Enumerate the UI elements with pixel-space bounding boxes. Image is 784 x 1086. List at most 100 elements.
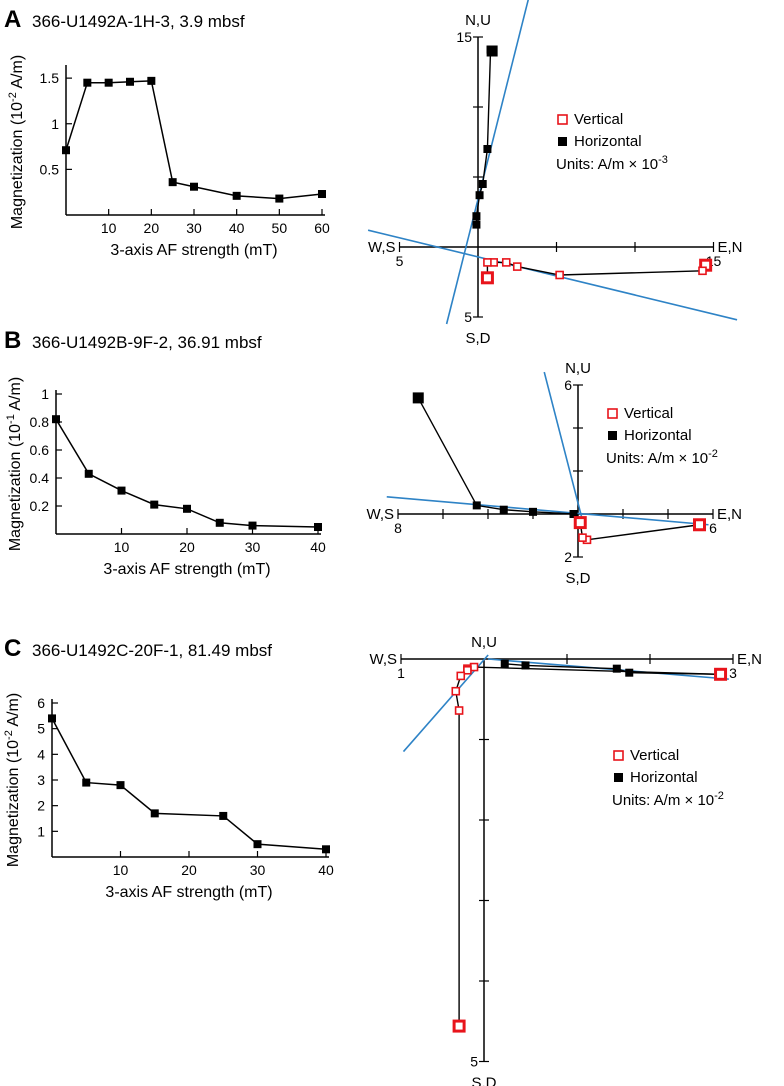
legend-vertical-label: Vertical [624, 405, 673, 422]
west-label: W,S [368, 239, 396, 256]
horizontal-point [569, 510, 578, 518]
magnetization-point [190, 182, 198, 191]
vertical-path [455, 666, 721, 1027]
x-axis-label: 3-axis AF strength (mT) [105, 884, 272, 901]
north-tick-label: 6 [564, 377, 572, 393]
y-axis-label-pre: Magnetization (10 [9, 102, 26, 229]
x-tick-label: 20 [144, 220, 160, 236]
north-label: N,U [471, 634, 497, 651]
legend-vertical-marker [613, 750, 624, 761]
magnetization-point [275, 194, 284, 203]
legend-units-exp: -3 [658, 154, 668, 166]
vertical-point [512, 262, 522, 271]
horizontal-point [478, 180, 487, 188]
y-axis-label-pre: Magnetization (10 [5, 740, 22, 867]
vertical-point [480, 271, 494, 285]
magnetization-point [116, 781, 125, 790]
magnetization-point [62, 146, 70, 155]
magnetization-point [48, 714, 56, 723]
magnetization-point [52, 415, 60, 424]
fit-line [386, 496, 709, 526]
magnetization-point [104, 78, 113, 87]
x-tick-label: 60 [314, 220, 330, 236]
y-tick-label: 1 [51, 116, 59, 132]
magnetization-point [83, 78, 92, 87]
magnetization-point [318, 190, 326, 199]
legend-vertical-marker [607, 408, 618, 419]
south-tick-label: 2 [564, 549, 572, 565]
magnetization-point [322, 845, 330, 854]
panel-title: 366-U1492A-1H-3, 3.9 mbsf [32, 12, 245, 31]
x-axis-label: 3-axis AF strength (mT) [110, 242, 277, 259]
magnetization-point [147, 76, 156, 85]
legend-vertical-marker [557, 114, 568, 125]
north-label: N,U [465, 12, 491, 29]
east-label: E,N [718, 239, 743, 256]
south-label: S,D [465, 330, 490, 347]
vertical-point [454, 706, 464, 715]
x-tick-label: 20 [181, 862, 197, 878]
y-tick-label: 0.8 [30, 414, 50, 430]
y-tick-label: 0.2 [30, 498, 50, 514]
legend-horizontal-label: Horizontal [574, 133, 642, 150]
vertical-point [456, 671, 466, 681]
vertical-point [451, 686, 461, 696]
x-axis-label: 3-axis AF strength (mT) [103, 561, 270, 578]
magnetization-line [51, 718, 327, 851]
panel-c: C 366-U1492C-20F-1, 81.49 mbsf 10 20 30 40 1 2 3… [3, 634, 762, 1086]
horizontal-point [483, 145, 492, 153]
magnetization-point [168, 178, 177, 187]
horizontal-point [472, 220, 481, 229]
x-tick-label: 10 [113, 862, 129, 878]
vertical-path [579, 522, 700, 541]
legend: Vertical Horizontal Units: A/m × 10-2 [606, 405, 718, 467]
legend-units-pre: Units: A/m × 10 [606, 450, 708, 467]
x-tick-label: 20 [179, 539, 195, 555]
y-tick-label: 3 [37, 772, 45, 788]
vertical-point [578, 533, 587, 542]
west-label: W,S [366, 506, 394, 523]
y-axis-label: Magnetization (10-1 A/m) [5, 377, 24, 551]
x-tick-label: 40 [310, 539, 326, 555]
demag-plot: 10 20 30 40 50 60 0.5 1 1.5 3-axis AF strength (m… [7, 55, 330, 259]
legend-horizontal-marker [558, 137, 567, 146]
north-tick-label: 15 [456, 29, 472, 45]
legend-units-exp: -2 [708, 448, 718, 460]
panel-title: 366-U1492C-20F-1, 81.49 mbsf [32, 641, 272, 660]
panel-a: A 366-U1492A-1H-3, 3.9 mbsf 10 20 30 40 50 60 0.… [4, 0, 743, 347]
x-tick-label: 30 [250, 862, 266, 878]
magnetization-point [232, 191, 241, 200]
legend-units: Units: A/m × 10-2 [612, 790, 724, 809]
horizontal-point [499, 505, 508, 514]
horizontal-point [521, 661, 530, 670]
y-axis-label-pre: Magnetization (10 [7, 424, 24, 551]
fit-line [543, 371, 584, 521]
magnetization-line [65, 80, 323, 200]
y-tick-label: 2 [37, 798, 45, 814]
south-label: S,D [471, 1075, 496, 1086]
y-axis-label-post: A/m) [7, 377, 24, 414]
legend-horizontal-marker [608, 431, 617, 440]
legend-vertical-label: Vertical [574, 111, 623, 128]
x-tick-label: 40 [229, 220, 245, 236]
y-tick-label: 1 [41, 386, 49, 402]
vertical-point [501, 258, 511, 267]
x-tick-label: 40 [318, 862, 334, 878]
y-tick-label: 0.6 [30, 442, 50, 458]
y-tick-label: 6 [37, 695, 45, 711]
y-axis-label-exp: -2 [7, 92, 19, 102]
panel-letter: B [4, 327, 21, 354]
y-tick-label: 1 [37, 823, 45, 839]
horizontal-point [612, 664, 621, 673]
vertical-point [555, 270, 564, 280]
horizontal-point [412, 392, 424, 404]
magnetization-point [253, 840, 262, 849]
y-axis-label: Magnetization (10-2 A/m) [7, 55, 26, 229]
vertical-point [452, 1019, 466, 1033]
magnetization-line [55, 418, 319, 528]
horizontal-point [486, 45, 495, 54]
legend: Vertical Horizontal Units: A/m × 10-2 [612, 747, 724, 809]
y-tick-label: 4 [37, 746, 45, 762]
